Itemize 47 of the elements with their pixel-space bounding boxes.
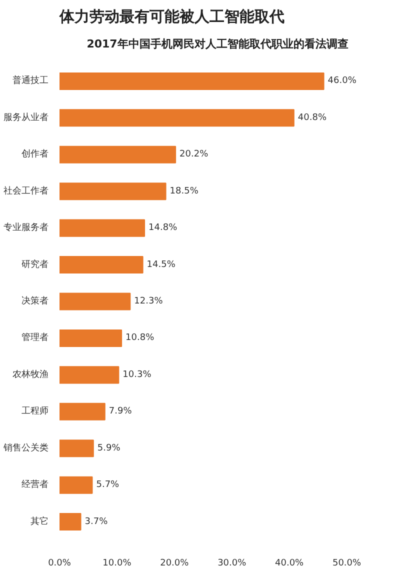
bar [60, 366, 120, 384]
bar [60, 72, 324, 90]
y-tick-label: 社会工作者 [4, 185, 48, 196]
y-tick-label: 管理者 [22, 332, 48, 344]
bar [60, 476, 93, 494]
bar [60, 146, 176, 164]
y-tick-label: 普通技工 [12, 75, 48, 86]
y-tick-label: 销售公关类 [2, 442, 48, 454]
data-label: 14.5% [146, 260, 176, 270]
y-tick-label: 其它 [30, 516, 48, 527]
y-tick-label: 工程师 [22, 406, 48, 417]
bar [60, 292, 131, 310]
y-tick-label: 决策者 [22, 296, 48, 306]
bar [60, 182, 166, 200]
data-label: 12.3% [134, 296, 164, 306]
y-tick-label: 服务从业者 [4, 112, 48, 123]
data-label: 10.3% [122, 370, 152, 380]
bar [60, 256, 144, 274]
y-tick-label: 经营者 [22, 479, 48, 490]
data-label: 40.8% [298, 112, 327, 123]
bar [60, 513, 82, 531]
y-tick-label: 农林牧渔 [12, 368, 48, 380]
data-label: 20.2% [180, 150, 209, 160]
bar [60, 109, 294, 127]
data-label: 5.9% [97, 443, 121, 454]
chart-subtitle: 2017年中国手机网民对人工智能取代职业的看法调查 [86, 38, 348, 50]
x-tick-label: 30.0% [218, 558, 247, 568]
data-label: 7.9% [108, 406, 132, 417]
chart-title: 体力劳动最有可能被人工智能取代 [58, 8, 284, 26]
y-tick-label: 专业服务者 [4, 222, 48, 234]
y-tick-label: 研究者 [22, 258, 48, 270]
bar [60, 329, 122, 347]
data-label: 3.7% [84, 516, 108, 527]
data-label: 46.0% [328, 76, 357, 86]
data-label: 5.7% [96, 480, 120, 490]
bar [60, 219, 146, 237]
x-tick-label: 0.0% [48, 558, 72, 568]
x-tick-label: 50.0% [332, 558, 362, 568]
x-tick-label: 10.0% [102, 558, 132, 568]
x-tick-label: 40.0% [275, 558, 304, 568]
bar [60, 402, 106, 420]
data-label: 10.8% [126, 333, 155, 344]
data-label: 18.5% [170, 186, 199, 196]
y-tick-label: 创作者 [22, 148, 48, 160]
bar [60, 440, 94, 458]
x-tick-label: 20.0% [160, 558, 190, 568]
data-label: 14.8% [148, 223, 178, 234]
